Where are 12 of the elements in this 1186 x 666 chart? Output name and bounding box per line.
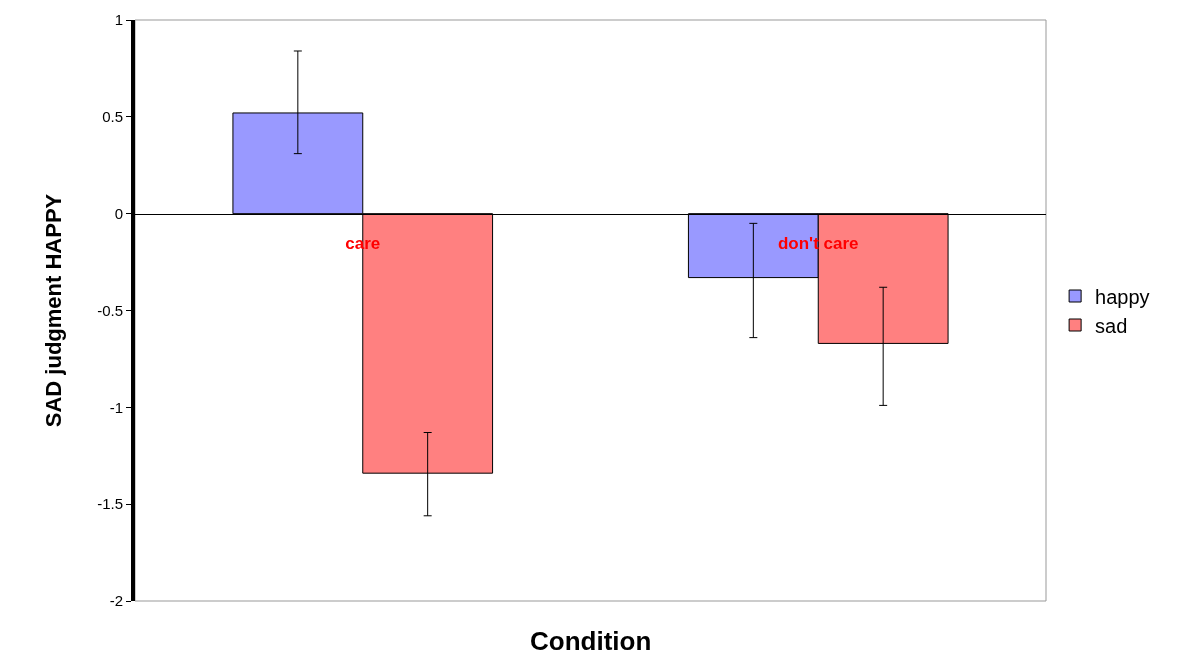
y-tick-label: -1 (109, 398, 123, 416)
y-tick-label: 0 (114, 204, 123, 222)
y-tick-label: -0.5 (97, 301, 123, 319)
y-tick-label: 1 (114, 11, 123, 29)
y-tick-label: -2 (109, 592, 123, 610)
y-tick-label: -1.5 (97, 495, 123, 513)
y-axis-title: SAD judgment HAPPY (41, 193, 67, 428)
y-tick-label: 0.5 (102, 108, 123, 126)
legend-label: sad (1095, 314, 1128, 337)
x-tick-label: care (345, 234, 381, 254)
x-axis-title: Condition (530, 626, 652, 656)
legend-label: happy (1095, 285, 1150, 308)
